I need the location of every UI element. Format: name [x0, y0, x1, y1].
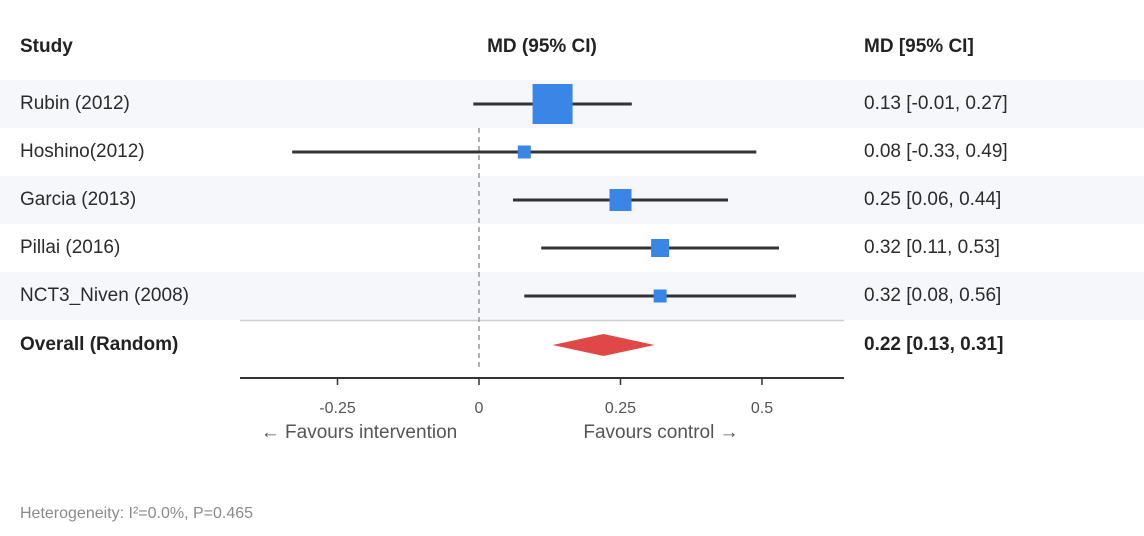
x-axis-tick-label: 0	[475, 400, 484, 417]
study-estimate: 0.32 [0.11, 0.53]	[864, 237, 1000, 258]
study-estimate: 0.13 [-0.01, 0.27]	[864, 93, 1008, 114]
study-estimate: 0.25 [0.06, 0.44]	[864, 189, 1002, 210]
study-row-pillai: Pillai (2016) 0.32 [0.11, 0.53]	[0, 224, 1144, 272]
x-axis-tick-label: 0.25	[605, 400, 636, 417]
x-axis-tick-label: 0.5	[751, 400, 773, 417]
study-point-marker	[653, 289, 667, 303]
overall-estimate: 0.22 [0.13, 0.31]	[864, 334, 1004, 355]
favours-control-label: Favours control →	[583, 422, 738, 443]
x-axis-tick-label: -0.25	[319, 400, 356, 417]
study-row-nct3-niven: NCT3_Niven (2008) 0.32 [0.08, 0.56]	[0, 272, 1144, 320]
study-point-marker	[532, 84, 573, 124]
column-header-md-plot: MD (95% CI)	[487, 36, 597, 57]
study-estimate: 0.32 [0.08, 0.56]	[864, 285, 1002, 306]
overall-row: Overall (Random) 0.22 [0.13, 0.31]	[0, 321, 1144, 369]
study-name: Pillai (2016)	[20, 237, 121, 258]
study-point-marker	[651, 239, 670, 257]
study-point-marker	[517, 145, 531, 159]
study-name: Rubin (2012)	[20, 93, 130, 114]
heterogeneity-footnote: Heterogeneity: I²=0.0%, P=0.465	[20, 505, 254, 522]
study-row-hoshino: Hoshino(2012) 0.08 [-0.33, 0.49]	[0, 128, 1144, 176]
column-header-md-ci: MD [95% CI]	[864, 36, 974, 57]
overall-diamond	[552, 334, 655, 356]
study-name: Garcia (2013)	[20, 189, 137, 210]
study-name: NCT3_Niven (2008)	[20, 285, 189, 306]
study-estimate: 0.08 [-0.33, 0.49]	[864, 141, 1008, 162]
column-header-study: Study	[20, 36, 73, 57]
study-name: Hoshino(2012)	[20, 141, 145, 162]
overall-name: Overall (Random)	[20, 334, 179, 355]
study-point-marker	[609, 189, 632, 211]
favours-intervention-label: ← Favours intervention	[261, 422, 457, 443]
